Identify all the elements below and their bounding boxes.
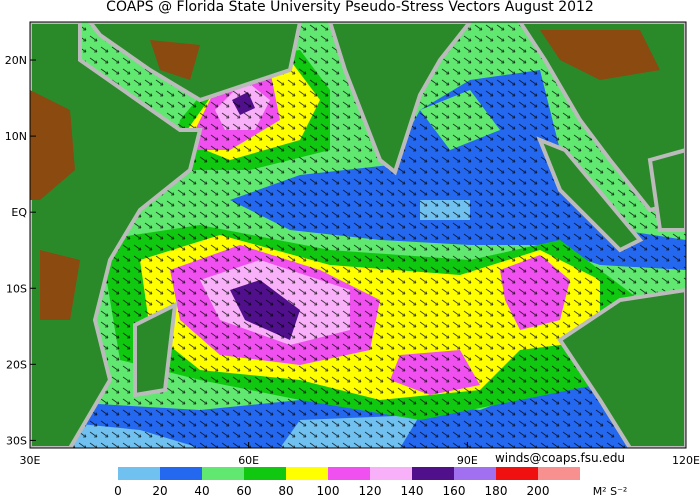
colorbar-label: 100 bbox=[317, 484, 340, 498]
colorbar-swatch bbox=[160, 467, 202, 480]
colorbar-label: 140 bbox=[401, 484, 424, 498]
colorbar-label: 60 bbox=[236, 484, 251, 498]
colorbar-label: 20 bbox=[152, 484, 167, 498]
colorbar-label: 160 bbox=[443, 484, 466, 498]
colorbar-label: 80 bbox=[278, 484, 293, 498]
colorbar-label: 200 bbox=[527, 484, 550, 498]
lon-tick-label: 90E bbox=[457, 454, 478, 467]
lon-tick-label: 60E bbox=[238, 454, 259, 467]
colorbar-label: 120 bbox=[359, 484, 382, 498]
colorbar-swatch bbox=[454, 467, 496, 480]
colorbar-swatch bbox=[538, 467, 580, 480]
lon-tick-label: 30E bbox=[20, 454, 41, 467]
lat-tick-label: 30S bbox=[6, 434, 27, 447]
colorbar-swatch bbox=[496, 467, 538, 480]
colorbar-label: 0 bbox=[114, 484, 122, 498]
colorbar-swatch bbox=[328, 467, 370, 480]
credit: winds@coaps.fsu.edu bbox=[495, 451, 625, 465]
colorbar-label: 40 bbox=[194, 484, 209, 498]
colorbar-swatch bbox=[118, 467, 160, 480]
colorbar-swatch bbox=[286, 467, 328, 480]
colorbar-unit: M² S⁻² bbox=[593, 485, 628, 498]
colorbar-label: 180 bbox=[485, 484, 508, 498]
lat-tick-label: EQ bbox=[11, 206, 27, 219]
lat-tick-label: 10S bbox=[6, 282, 27, 295]
colorbar-swatch bbox=[412, 467, 454, 480]
lat-tick-label: 20S bbox=[6, 358, 27, 371]
lat-tick-label: 10N bbox=[5, 130, 27, 143]
map-frame bbox=[29, 21, 687, 449]
colorbar-swatch bbox=[244, 467, 286, 480]
lat-tick-label: 20N bbox=[5, 54, 27, 67]
colorbar-swatch bbox=[202, 467, 244, 480]
colorbar-swatch bbox=[370, 467, 412, 480]
title: COAPS @ Florida State University Pseudo-… bbox=[106, 0, 594, 15]
map bbox=[30, 22, 686, 448]
lon-tick-label: 120E bbox=[672, 454, 700, 467]
